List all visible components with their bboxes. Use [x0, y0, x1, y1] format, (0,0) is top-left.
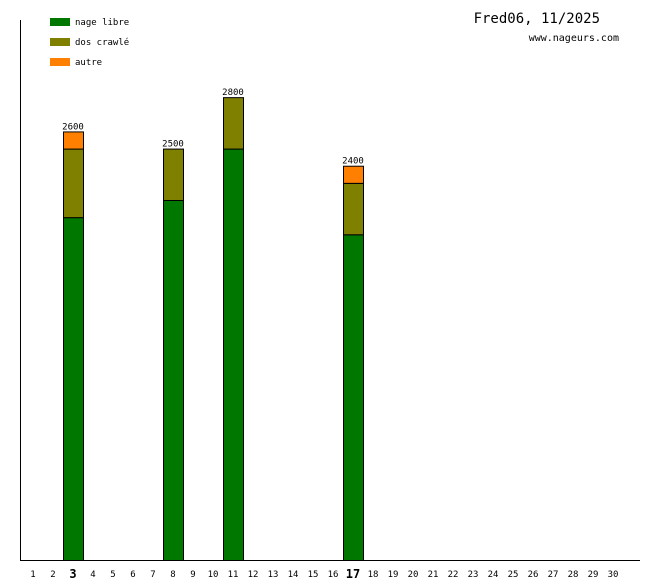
x-tick-label: 14: [288, 570, 299, 580]
user-period-label: Fred06, 11/2025: [474, 11, 600, 27]
x-tick-label: 6: [130, 570, 135, 580]
x-tick-label: 21: [428, 570, 439, 580]
x-tick-label: 29: [588, 570, 599, 580]
x-tick-label: 27: [548, 570, 559, 580]
x-tick-label: 12: [248, 570, 259, 580]
x-tick-label: 16: [328, 570, 339, 580]
bar-total-label: 2500: [162, 140, 184, 150]
x-tick-label: 22: [448, 570, 459, 580]
total-labels: 2600 2500 2800 2400: [62, 88, 364, 167]
x-tick-label: 1: [30, 570, 35, 580]
x-tick-label: 8: [170, 570, 175, 580]
bar-segment-day-17-nage-libre: [343, 234, 364, 562]
legend-label: nage libre: [75, 18, 129, 28]
x-tick-label: 15: [308, 570, 319, 580]
x-tick-label: 19: [388, 570, 399, 580]
x-tick-label: 30: [608, 570, 619, 580]
legend-label: autre: [75, 58, 102, 68]
x-tick-label: 18: [368, 570, 379, 580]
bar-segment-day-3-autre: [63, 131, 84, 150]
x-tick-label: 20: [408, 570, 419, 580]
x-tick-label: 11: [228, 570, 239, 580]
legend-swatch: [50, 58, 70, 66]
x-tick-label: 7: [150, 570, 155, 580]
bar-segment-day-17-dos-crawlé: [343, 182, 364, 236]
x-tick-label: 10: [208, 570, 219, 580]
site-url: www.nageurs.com: [529, 33, 619, 44]
bar-segment-day-17-autre: [343, 165, 364, 184]
chart-legend: nage libre dos crawlé autre: [50, 18, 129, 68]
x-tick-label: 3: [69, 567, 76, 580]
x-tick-label: 28: [568, 570, 579, 580]
x-tick-label: 17: [346, 567, 360, 580]
legend-swatch: [50, 38, 70, 46]
x-tick-label: 13: [268, 570, 279, 580]
bar-segment-day-8-dos-crawlé: [163, 148, 184, 201]
x-tick-label: 4: [90, 570, 95, 580]
x-tick-label: 23: [468, 570, 479, 580]
bar-segment-day-3-nage-libre: [63, 217, 84, 561]
x-tick-label: 9: [190, 570, 195, 580]
x-tick-label: 24: [488, 570, 499, 580]
bar-segment-day-11-dos-crawlé: [223, 97, 244, 150]
legend-swatch: [50, 18, 70, 26]
bar-total-label: 2600: [62, 122, 84, 132]
bar-total-label: 2400: [342, 157, 364, 167]
bar-total-label: 2800: [222, 88, 244, 98]
bar-group: [63, 97, 364, 562]
x-tick-label: 25: [508, 570, 519, 580]
legend-label: dos crawlé: [75, 37, 129, 48]
x-tick-label: 5: [110, 570, 115, 580]
x-tick-label: 2: [50, 570, 55, 580]
x-tick-label: 26: [528, 570, 539, 580]
x-tick-labels: 1 2 3 4 5 6 7 8 9 10 11 12 13 14 15 16 17 18 19 20 21 22 23 24 2…: [30, 567, 618, 580]
bar-segment-day-3-dos-crawlé: [63, 148, 84, 219]
bar-segment-day-11-nage-libre: [223, 148, 244, 561]
bar-segment-day-8-nage-libre: [163, 200, 184, 561]
